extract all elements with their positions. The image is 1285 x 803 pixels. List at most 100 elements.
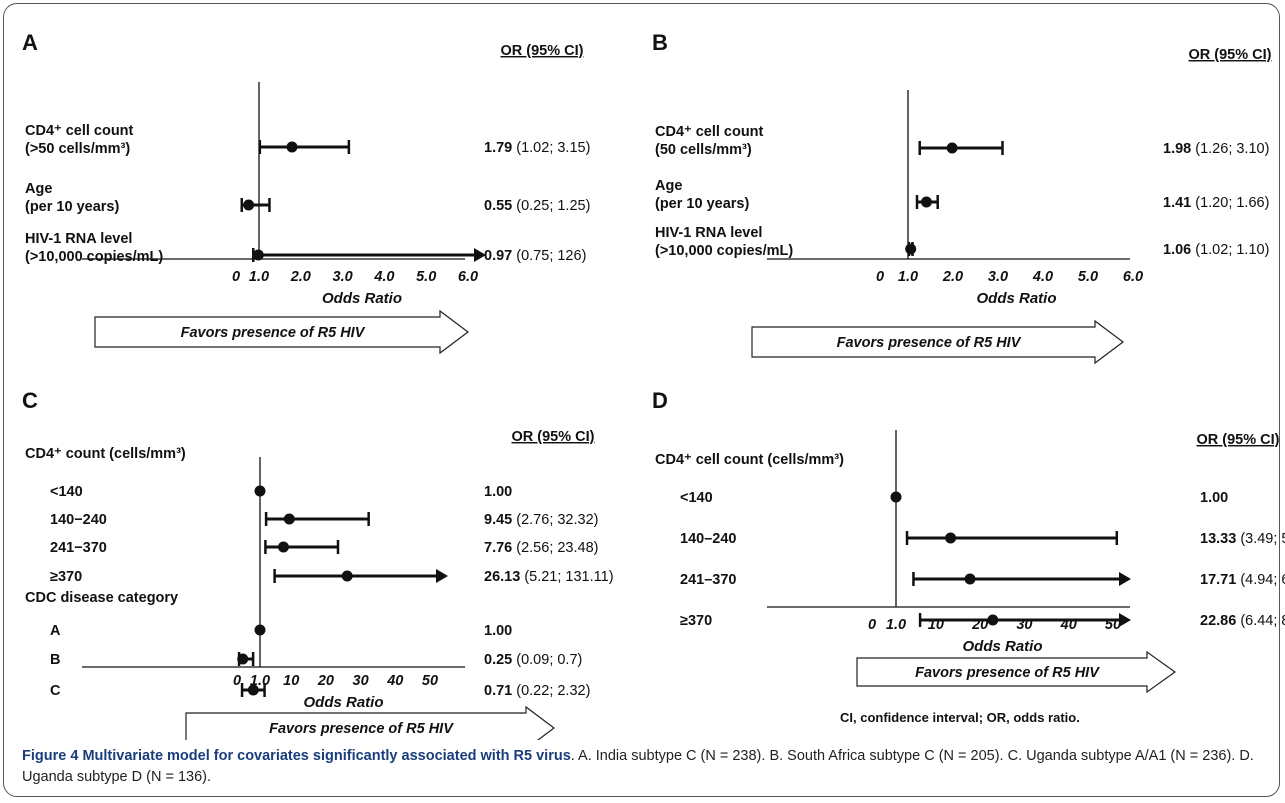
- caption-figure-label: Figure 4: [22, 748, 78, 764]
- tick-label: 5.0: [416, 269, 436, 285]
- point-estimate-0: [255, 486, 266, 497]
- point-estimate-4: [255, 625, 266, 636]
- row-sublabel: (>50 cells/mm³): [25, 141, 130, 157]
- row-sublabel: (per 10 years): [655, 196, 749, 212]
- or-estimate: 1.00: [484, 623, 512, 639]
- group-header: CD4⁺ cell count (cells/mm³): [655, 452, 844, 468]
- point-estimate-1: [921, 197, 932, 208]
- tick-label: 2.0: [290, 269, 311, 285]
- ci-arrow-3: [436, 569, 448, 583]
- or-estimate: 0.97: [484, 248, 512, 264]
- point-estimate-1: [284, 514, 295, 525]
- favors-arrow-label: Favors presence of R5 HIV: [837, 335, 1022, 351]
- or-estimate: 22.86: [1200, 613, 1236, 629]
- tick-label: 40: [386, 673, 403, 689]
- or-value-3: 26.13 (5.21; 131.11): [484, 569, 614, 585]
- or-value-2: 0.97 (0.75; 126): [484, 248, 586, 264]
- or-value-2: 7.76 (2.56; 23.48): [484, 540, 598, 556]
- group-header: CD4⁺ count (cells/mm³): [25, 446, 186, 462]
- or-estimate: 26.13: [484, 569, 520, 585]
- tick-label: 1.0: [898, 269, 918, 285]
- row-label: CD4⁺ cell count: [655, 124, 764, 140]
- or-ci: (6.44; 81.14): [1236, 613, 1285, 629]
- or-estimate: 17.71: [1200, 572, 1236, 588]
- tick-label: 3.0: [988, 269, 1008, 285]
- tick-label: 0: [876, 269, 884, 285]
- or-estimate: 9.45: [484, 512, 512, 528]
- or-estimate: 1.00: [484, 484, 512, 500]
- or-estimate: 1.06: [1163, 242, 1191, 258]
- tick-label: 1.0: [886, 617, 906, 633]
- tick-label: 3.0: [333, 269, 353, 285]
- or-estimate: 1.41: [1163, 195, 1191, 211]
- row-sublabel: (>10,000 copies/mL): [25, 249, 163, 265]
- or-estimate: 13.33: [1200, 531, 1236, 547]
- caption-title: Multivariate model for covariates signif…: [82, 748, 570, 764]
- point-estimate-0: [947, 143, 958, 154]
- or-estimate: 7.76: [484, 540, 512, 556]
- or-value-1: 1.41 (1.20; 1.66): [1163, 195, 1269, 211]
- or-value-2: 17.71 (4.94; 63.58): [1200, 572, 1285, 588]
- or-header: OR (95% CI): [512, 429, 595, 445]
- or-value-1: 9.45 (2.76; 32.32): [484, 512, 598, 528]
- row-label: HIV-1 RNA level: [25, 231, 132, 247]
- or-ci: (1.20; 1.66): [1191, 195, 1269, 211]
- point-estimate-1: [243, 200, 254, 211]
- panel-letter: B: [652, 30, 668, 55]
- tick-label: 30: [353, 673, 369, 689]
- or-ci: (4.94; 63.58): [1236, 572, 1285, 588]
- panel-letter: C: [22, 388, 38, 413]
- row-label: 140–240: [680, 531, 736, 547]
- point-estimate-2: [253, 250, 264, 261]
- row-label: <140: [50, 484, 83, 500]
- or-value-3: 22.86 (6.44; 81.14): [1200, 613, 1285, 629]
- point-estimate-5: [237, 654, 248, 665]
- or-estimate: 1.98: [1163, 141, 1191, 157]
- row-label: C: [50, 683, 61, 699]
- or-ci: (2.76; 32.32): [512, 512, 598, 528]
- or-value-6: 0.71 (0.22; 2.32): [484, 683, 590, 699]
- forest-plot-figure: A OR (95% CI)0 1.0 2.0 3.0 4.0 5.0 6.0Odds Rati…: [0, 0, 1285, 740]
- or-header: OR (95% CI): [1189, 47, 1272, 63]
- row-label: 241–370: [680, 572, 736, 588]
- or-ci: (0.25; 1.25): [512, 198, 590, 214]
- row-label: HIV-1 RNA level: [655, 225, 762, 241]
- tick-label: 4.0: [1032, 269, 1053, 285]
- row-label: 241−370: [50, 540, 107, 556]
- row-label: Age: [25, 181, 52, 197]
- or-ci: (1.26; 3.10): [1191, 141, 1269, 157]
- or-estimate: 1.79: [484, 140, 512, 156]
- row-label: <140: [680, 490, 713, 506]
- point-estimate-1: [945, 533, 956, 544]
- row-sublabel: (>10,000 copies/mL): [655, 243, 793, 259]
- tick-label: 10: [283, 673, 299, 689]
- favors-arrow-label: Favors presence of R5 HIV: [269, 721, 454, 737]
- point-estimate-0: [287, 142, 298, 153]
- group-header: CDC disease category: [25, 590, 178, 606]
- or-ci: (2.56; 23.48): [512, 540, 598, 556]
- ci-arrow-3: [1119, 613, 1131, 627]
- figure-caption: Figure 4 Multivariate model for covariat…: [22, 746, 1267, 788]
- tick-label: 0: [232, 269, 240, 285]
- or-ci: (1.02; 3.15): [512, 140, 590, 156]
- row-sublabel: (per 10 years): [25, 199, 119, 215]
- point-estimate-2: [905, 244, 916, 255]
- or-value-0: 1.00: [1200, 490, 1228, 506]
- row-label: CD4⁺ cell count: [25, 123, 134, 139]
- point-estimate-3: [342, 571, 353, 582]
- or-header: OR (95% CI): [1197, 432, 1280, 448]
- or-ci: (1.02; 1.10): [1191, 242, 1269, 258]
- or-header: OR (95% CI): [501, 43, 584, 59]
- or-value-1: 0.55 (0.25; 1.25): [484, 198, 590, 214]
- or-ci: (0.22; 2.32): [512, 683, 590, 699]
- ci-arrow-2: [1119, 572, 1131, 586]
- tick-label: 20: [317, 673, 334, 689]
- or-value-0: 1.00: [484, 484, 512, 500]
- or-ci: (5.21; 131.11): [520, 569, 613, 585]
- or-value-0: 1.79 (1.02; 3.15): [484, 140, 590, 156]
- point-estimate-6: [248, 685, 259, 696]
- tick-label: 50: [422, 673, 438, 689]
- or-value-2: 1.06 (1.02; 1.10): [1163, 242, 1269, 258]
- point-estimate-3: [987, 615, 998, 626]
- tick-label: 5.0: [1078, 269, 1098, 285]
